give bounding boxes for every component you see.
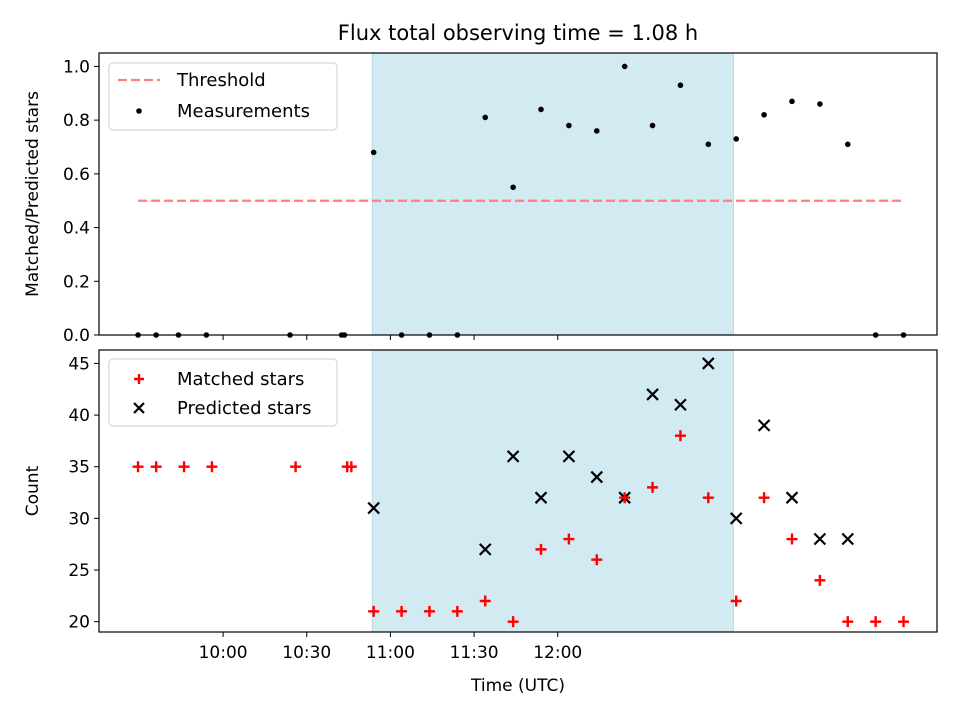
top-ytick-label: 0.8 — [63, 111, 90, 131]
top-ytick-label: 0.4 — [63, 219, 90, 239]
matched-star-marker — [786, 533, 798, 545]
bottom-xtick-label: 11:30 — [450, 643, 499, 663]
predicted-star-marker — [674, 398, 687, 412]
matched-star-marker — [368, 605, 380, 617]
measurement-point — [705, 141, 712, 148]
legend-predicted-swatch — [133, 402, 145, 414]
bottom-xlabel: Time (UTC) — [470, 676, 565, 696]
predicted-star-marker — [729, 512, 743, 525]
bottom-legend: Matched stars Predicted stars — [108, 358, 338, 427]
matched-star-marker — [150, 461, 162, 473]
predicted-star-marker — [841, 532, 855, 546]
measurement-point — [621, 63, 628, 70]
matched-star-marker — [396, 605, 408, 617]
top-legend-box — [108, 62, 338, 131]
bottom-ytick-label: 30 — [68, 509, 90, 529]
measurement-point — [733, 136, 740, 142]
matched-star-marker — [479, 595, 491, 607]
matched-star-marker — [647, 481, 659, 493]
predicted-star-marker — [813, 532, 827, 546]
matched-star-marker — [178, 461, 190, 473]
legend-matched-swatch — [134, 374, 144, 384]
measurement-point — [677, 82, 684, 89]
bottom-ylabel: Count — [23, 465, 43, 516]
predicted-star-marker — [590, 470, 604, 484]
predicted-star-marker — [646, 388, 659, 401]
matched-star-marker — [290, 461, 302, 473]
top-legend: Threshold Measurements — [108, 62, 338, 131]
top-ytick-label: 0.0 — [63, 326, 90, 346]
top-shaded-span — [371, 52, 734, 336]
top-ylabel: Matched/Predicted stars — [23, 91, 43, 297]
top-ytick-label: 0.2 — [63, 272, 90, 292]
bottom-ytick-label: 20 — [68, 613, 90, 633]
matched-star-marker — [814, 574, 826, 586]
measurement-point — [649, 122, 656, 129]
matched-star-marker — [898, 616, 910, 628]
measurement-point — [510, 184, 516, 191]
bottom-xtick-label: 10:00 — [199, 643, 248, 663]
bottom-ytick-label: 25 — [68, 561, 90, 581]
bottom-shaded-span — [371, 349, 734, 633]
predicted-star-marker — [785, 491, 799, 504]
matched-star-marker — [674, 430, 686, 442]
predicted-star-marker — [534, 491, 548, 504]
predicted-star-marker — [506, 450, 520, 463]
matched-star-marker — [535, 543, 547, 555]
predicted-star-marker — [757, 419, 771, 432]
matched-star-marker — [507, 616, 519, 628]
measurement-point — [844, 141, 851, 148]
predicted-star-marker — [562, 450, 576, 463]
measurement-point — [566, 122, 572, 129]
bottom-legend-box — [108, 358, 338, 427]
predicted-star-marker — [478, 543, 492, 556]
matched-star-marker — [758, 492, 770, 504]
top-panel: 0.0 0.2 0.4 0.6 0.8 1.0 Matched/Predicted star… — [23, 52, 938, 346]
matched-star-marker — [206, 461, 218, 473]
measurement-point — [538, 106, 544, 113]
legend-measurements-swatch — [136, 108, 142, 114]
matched-star-marker — [345, 461, 357, 473]
top-ytick-label: 1.0 — [63, 57, 90, 77]
bottom-ytick-label: 35 — [68, 458, 90, 478]
legend-predicted-label: Predicted stars — [177, 398, 311, 419]
bottom-axes-frame — [98, 349, 938, 633]
bottom-ytick-label: 45 — [68, 354, 90, 374]
matched-star-marker — [591, 554, 603, 566]
top-ytick-label: 0.6 — [63, 165, 90, 185]
chart-title: Flux total observing time = 1.08 h — [338, 21, 698, 45]
matched-star-marker — [702, 492, 714, 504]
matched-star-marker — [870, 616, 882, 628]
matched-star-marker — [451, 605, 463, 617]
matched-star-marker — [563, 533, 575, 545]
bottom-panel: 20 25 30 35 40 45 Count 10:00 10:30 11:00 11:30 12:… — [23, 349, 938, 696]
matched-star-marker — [132, 461, 144, 473]
bottom-xtick-label: 11:00 — [366, 643, 415, 663]
legend-threshold-label: Threshold — [176, 70, 266, 91]
matched-star-marker — [842, 616, 854, 628]
measurement-point — [593, 128, 600, 134]
bottom-ytick-label: 40 — [68, 406, 90, 426]
predicted-star-marker — [702, 357, 715, 370]
measurement-point — [761, 111, 767, 118]
legend-measurements-label: Measurements — [177, 101, 310, 122]
measurement-point — [370, 149, 377, 156]
measurement-point — [789, 98, 795, 105]
matched-star-marker — [619, 492, 631, 504]
matched-star-marker — [730, 595, 742, 607]
measurement-point — [817, 101, 823, 107]
top-axes-frame — [98, 52, 938, 336]
matched-star-marker — [423, 605, 435, 617]
measurement-point — [482, 114, 489, 121]
predicted-star-marker — [367, 501, 380, 515]
legend-matched-label: Matched stars — [177, 369, 304, 390]
bottom-xtick-label: 12:00 — [533, 643, 582, 663]
bottom-xtick-label: 10:30 — [282, 643, 331, 663]
